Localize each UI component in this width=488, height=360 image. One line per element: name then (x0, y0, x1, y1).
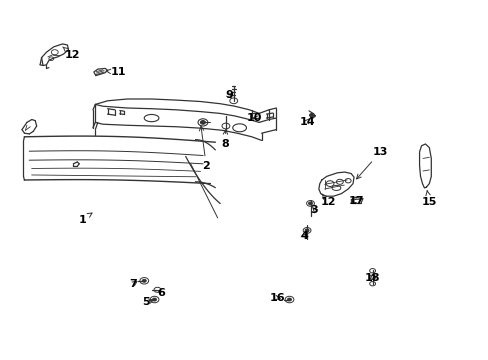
Circle shape (287, 298, 291, 301)
Text: 4: 4 (300, 231, 307, 241)
Circle shape (142, 279, 146, 282)
Text: 10: 10 (246, 113, 262, 123)
Circle shape (305, 229, 308, 232)
Text: 17: 17 (347, 196, 363, 206)
Text: 3: 3 (310, 204, 318, 215)
Circle shape (152, 298, 156, 301)
Text: 7: 7 (129, 279, 137, 289)
Text: 9: 9 (224, 90, 232, 100)
Text: 2: 2 (199, 126, 210, 171)
Text: 5: 5 (142, 297, 153, 307)
Text: 13: 13 (356, 147, 387, 179)
Text: 15: 15 (421, 191, 436, 207)
Text: 18: 18 (364, 273, 380, 283)
Text: 11: 11 (106, 67, 126, 77)
Text: 6: 6 (157, 288, 165, 298)
Circle shape (200, 121, 205, 124)
Text: 12: 12 (62, 47, 80, 60)
Text: 16: 16 (269, 293, 285, 303)
Text: 12: 12 (320, 194, 336, 207)
Circle shape (308, 202, 312, 205)
Text: 8: 8 (221, 130, 228, 149)
Text: 1: 1 (78, 213, 92, 225)
Circle shape (309, 113, 314, 117)
Text: 14: 14 (299, 117, 314, 127)
